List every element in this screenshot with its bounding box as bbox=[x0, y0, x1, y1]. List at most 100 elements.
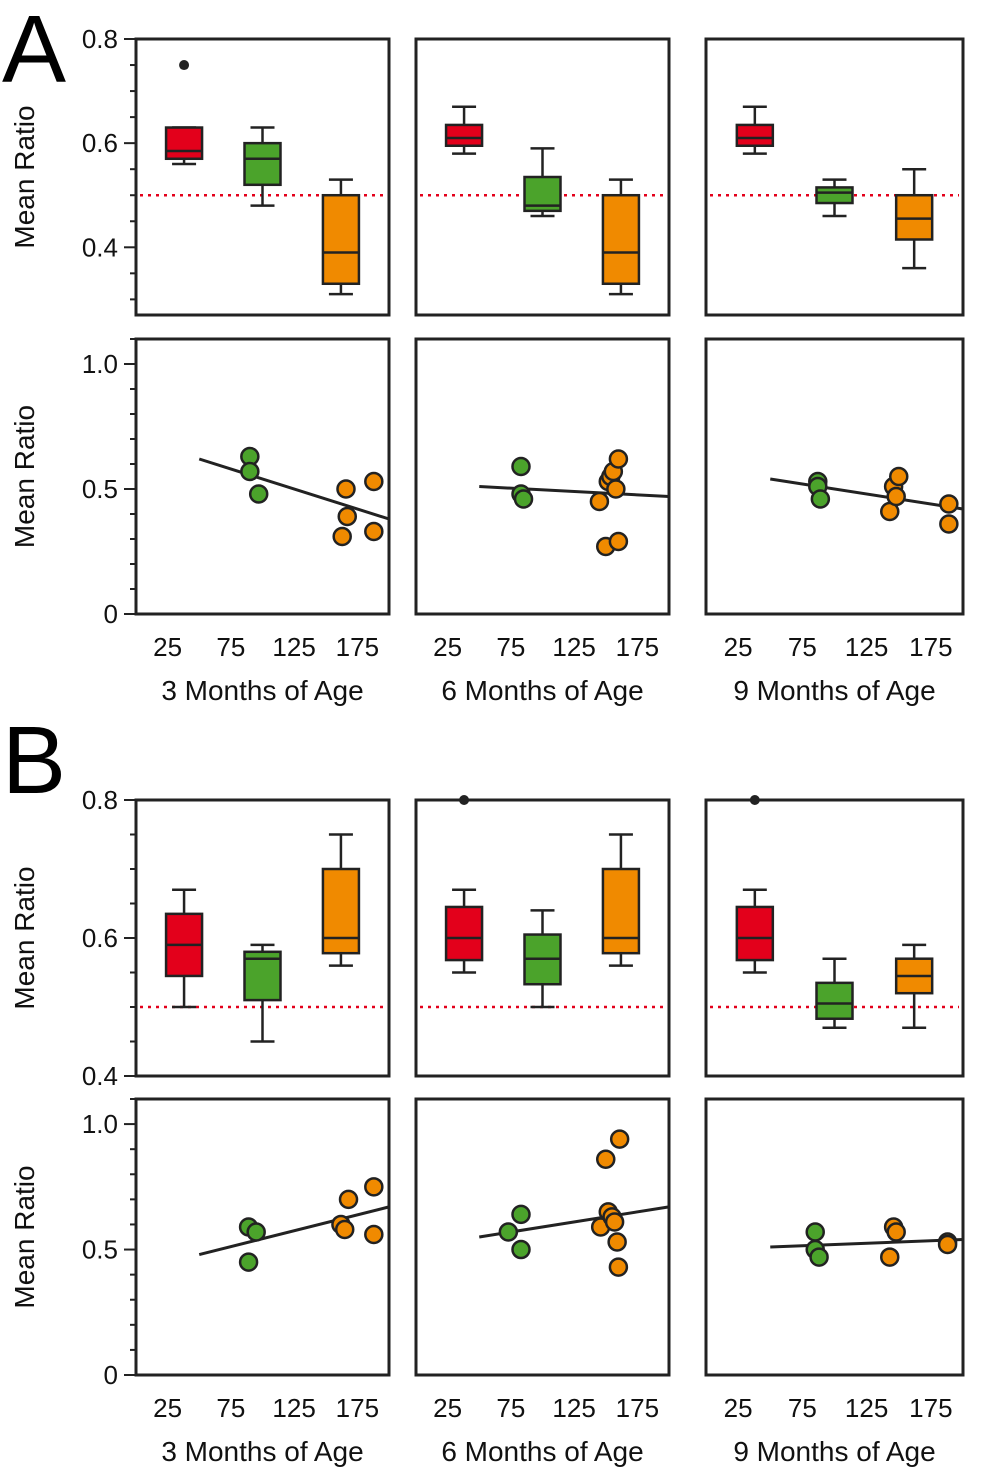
regression-line bbox=[198, 1205, 390, 1257]
box-green bbox=[815, 957, 854, 1029]
y-tick-label: 1.0 bbox=[82, 1109, 118, 1139]
data-point-orange bbox=[334, 1219, 355, 1240]
x-tick-label: 25 bbox=[433, 632, 462, 662]
chart-A-box-6m bbox=[414, 37, 671, 317]
box-red bbox=[164, 888, 204, 1009]
data-point-green bbox=[511, 1204, 531, 1225]
data-point-orange bbox=[596, 1149, 616, 1169]
chart-B-scatter-6m: 25 75 125 175 6 Months of Age bbox=[414, 1097, 671, 1467]
box-body bbox=[735, 905, 775, 962]
plot-frame bbox=[134, 1097, 391, 1377]
box-red bbox=[735, 105, 775, 155]
box-orange bbox=[894, 167, 934, 270]
x-tick-label: 175 bbox=[909, 1393, 952, 1423]
data-point-orange bbox=[886, 486, 906, 507]
data-point-orange bbox=[608, 1257, 629, 1277]
data-point-orange bbox=[332, 526, 352, 547]
x-tick-label: 25 bbox=[433, 1393, 462, 1423]
chart-A-scatter-9m: 25 75 125 175 9 Months of Age bbox=[704, 337, 965, 706]
x-tick-label: 175 bbox=[336, 1393, 379, 1423]
plot-frame bbox=[704, 37, 965, 317]
data-point-orange bbox=[889, 466, 909, 487]
x-axis-title: 9 Months of Age bbox=[733, 675, 935, 706]
chart-B-box-3m: 0.4 0.6 0.8 Mean Ratio bbox=[9, 785, 391, 1091]
panel-letter-b: B bbox=[2, 707, 66, 814]
y-tick-label: 0.8 bbox=[82, 785, 118, 815]
y-tick-label: 0 bbox=[104, 1360, 118, 1390]
box-body bbox=[321, 193, 361, 286]
x-tick-label: 125 bbox=[272, 1393, 315, 1423]
plot-frame bbox=[414, 337, 671, 616]
x-tick-label: 75 bbox=[788, 632, 817, 662]
box-orange bbox=[321, 833, 361, 967]
x-tick-label: 175 bbox=[336, 632, 379, 662]
box-orange bbox=[601, 178, 641, 296]
data-point-green bbox=[248, 484, 269, 504]
box-orange bbox=[321, 178, 361, 296]
regression-line bbox=[770, 1238, 964, 1249]
data-point-green bbox=[498, 1222, 519, 1242]
box-body bbox=[321, 867, 361, 955]
y-tick-label: 0.4 bbox=[82, 232, 118, 262]
x-tick-label: 25 bbox=[724, 1393, 753, 1423]
box-green bbox=[815, 178, 854, 218]
data-point-orange bbox=[608, 531, 629, 552]
data-point-orange bbox=[364, 521, 384, 542]
chart-A-box-3m: 0.4 0.6 0.8 Mean Ratio bbox=[9, 24, 391, 317]
data-point-orange bbox=[937, 1234, 958, 1255]
x-tick-label: 75 bbox=[496, 1393, 525, 1423]
y-axis-title: Mean Ratio bbox=[9, 105, 40, 248]
x-axis-title: 3 Months of Age bbox=[161, 1436, 363, 1467]
data-point-green bbox=[511, 456, 531, 477]
chart-B-scatter-9m: 25 75 125 175 9 Months of Age bbox=[704, 1097, 965, 1467]
regression-line bbox=[479, 485, 670, 498]
data-point-orange bbox=[939, 494, 959, 514]
plot-frame bbox=[414, 798, 671, 1078]
chart-A-scatter-6m: 25 75 125 175 6 Months of Age bbox=[414, 337, 671, 706]
x-tick-label: 125 bbox=[845, 632, 888, 662]
x-axis-title: 3 Months of Age bbox=[161, 675, 363, 706]
box-red bbox=[444, 105, 484, 155]
outlier-point bbox=[749, 795, 760, 805]
data-point-orange bbox=[609, 1129, 630, 1149]
data-point-orange bbox=[939, 514, 959, 534]
box-green bbox=[523, 909, 562, 1009]
x-tick-label: 125 bbox=[552, 632, 595, 662]
x-tick-label: 75 bbox=[496, 632, 525, 662]
x-tick-label: 125 bbox=[552, 1393, 595, 1423]
data-point-green bbox=[809, 1247, 829, 1267]
data-point-orange bbox=[336, 479, 356, 499]
box-green bbox=[523, 147, 562, 218]
box-body bbox=[735, 123, 775, 148]
chart-A-box-9m bbox=[704, 37, 965, 317]
x-axis-title: 6 Months of Age bbox=[441, 1436, 643, 1467]
regression-line bbox=[770, 477, 964, 511]
box-body bbox=[243, 141, 282, 187]
chart-A-scatter-3m: 0 0.5 1.0 Mean Ratio 25 75 125 175 3 Months of A… bbox=[9, 337, 391, 706]
chart-B-scatter-3m: 0 0.5 1.0 Mean Ratio 25 75 125 175 3 Months of A… bbox=[9, 1097, 391, 1467]
x-tick-label: 175 bbox=[616, 632, 659, 662]
x-tick-label: 75 bbox=[216, 632, 245, 662]
box-orange bbox=[601, 833, 641, 967]
x-tick-label: 175 bbox=[616, 1393, 659, 1423]
panel-letter-a: A bbox=[2, 0, 66, 103]
data-point-green bbox=[238, 1252, 259, 1272]
data-point-orange bbox=[886, 1222, 906, 1242]
plot-frame bbox=[704, 337, 965, 616]
x-tick-label: 125 bbox=[272, 632, 315, 662]
data-point-orange bbox=[364, 1224, 384, 1245]
data-point-orange bbox=[606, 479, 626, 499]
y-tick-label: 0.6 bbox=[82, 923, 118, 953]
x-tick-label: 25 bbox=[153, 1393, 182, 1423]
y-tick-label: 0.5 bbox=[82, 1235, 118, 1265]
y-tick-label: 1.0 bbox=[82, 349, 118, 379]
x-axis-title: 6 Months of Age bbox=[441, 675, 643, 706]
data-point-orange bbox=[589, 491, 610, 512]
box-red bbox=[164, 60, 204, 166]
y-tick-label: 0.6 bbox=[82, 128, 118, 158]
data-point-green bbox=[810, 489, 831, 509]
box-body bbox=[164, 126, 204, 161]
x-tick-label: 125 bbox=[845, 1393, 888, 1423]
box-green bbox=[243, 943, 282, 1043]
box-body bbox=[601, 867, 641, 955]
